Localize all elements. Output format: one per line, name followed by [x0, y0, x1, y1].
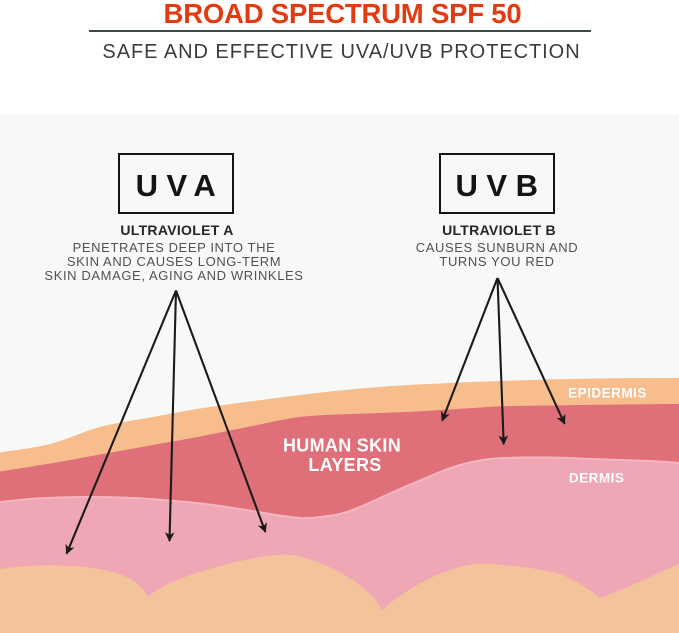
svg-text:EPIDERMIS: EPIDERMIS: [568, 386, 647, 401]
svg-text:DERMIS: DERMIS: [569, 470, 625, 485]
svg-text:LAYERS: LAYERS: [308, 455, 381, 475]
svg-text:HUMAN SKIN: HUMAN SKIN: [283, 436, 401, 456]
